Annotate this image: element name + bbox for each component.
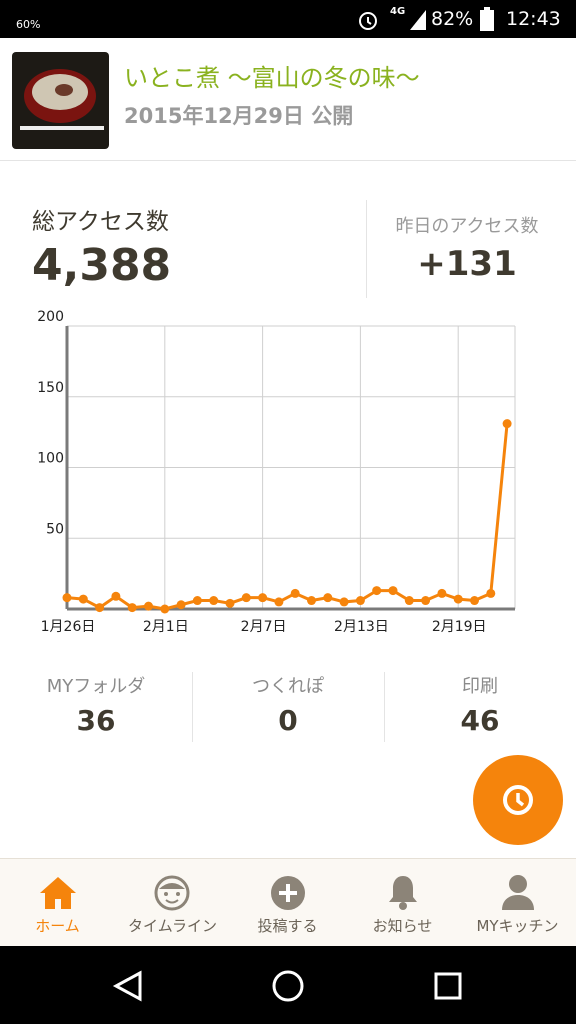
point [111,591,121,601]
tab-label: 投稿する [257,917,318,935]
divider [384,672,385,742]
point [192,596,202,606]
battery-saver: 60% [16,18,41,31]
point [323,593,333,603]
total-label: 総アクセス数 [32,209,169,235]
network: 4G [390,6,406,17]
x-tick-label: 1月26日 [41,619,96,635]
divider [0,160,576,161]
point [437,588,447,598]
alarm-icon [359,12,377,30]
point [421,596,431,606]
counter: MYフォルダ 36 [0,672,192,742]
line [66,423,509,611]
yesterday-label: 昨日のアクセス数 [395,216,539,237]
tab-label: お知らせ [372,917,433,935]
point [127,603,137,613]
system-nav-bar [0,946,576,1024]
point [355,596,365,606]
counter-label: 印刷 [462,676,498,697]
y-tick-label: 50 [46,521,64,537]
point [290,588,300,598]
tab-label: ホーム [35,917,80,935]
point [209,596,219,606]
timeline-icon [154,875,190,911]
battery-level: 82% [431,8,474,30]
tab[interactable]: お知らせ [345,859,460,947]
battery-icon [480,7,494,31]
point [144,601,153,611]
tab[interactable]: ホーム [0,859,115,947]
point [453,594,463,604]
tab[interactable]: 投稿する [230,859,345,947]
yesterday-value: +131 [417,244,517,284]
x-tick-label: 2月19日 [432,619,487,635]
status-bar: 60% 4G 82% 12:43 [0,0,576,38]
point [307,596,316,606]
y-tick-label: 200 [37,309,64,325]
access-chart: 50 100 150 200 1月26日 2月1日 2月7日 2月13日 2月19日 [37,309,516,635]
tab[interactable]: タイムライン [115,859,230,947]
counter-label: MYフォルダ [46,676,146,697]
post-icon [271,876,305,910]
tab[interactable]: MYキッチン [460,859,575,947]
x-tick-label: 2月13日 [334,619,389,635]
kitchen-icon [502,875,534,910]
point [388,586,398,596]
counter-label: つくれぽ [252,676,324,697]
system-nav-icons [112,970,462,1002]
counter-value: 0 [278,704,298,737]
counter-value: 46 [460,704,500,737]
point [176,600,186,610]
signal-icon [410,10,426,30]
publish-date: 2015年12月29日 公開 [124,104,354,128]
notice-icon [389,876,417,910]
divider [366,200,367,298]
tab-bar: ホーム タイムライン 投稿する お知らせ MYキッチン [0,858,576,947]
tab-label: タイムライン [128,917,217,935]
counter: つくれぽ 0 [192,672,384,742]
x-tick-label: 2月1日 [143,619,189,635]
divider [192,672,193,742]
point [225,598,235,608]
total-value: 4,388 [32,240,172,291]
x-tick-label: 2月7日 [241,619,287,635]
point [274,597,284,607]
point [404,596,414,606]
point [502,419,512,429]
point [241,593,251,603]
recipe-thumbnail [12,52,109,149]
tab-label: MYキッチン [476,917,559,935]
y-tick-label: 150 [37,380,64,396]
point [470,596,479,606]
point [160,604,170,614]
point [372,586,382,596]
point [62,593,72,603]
point [339,597,349,607]
point [78,594,88,604]
counter-value: 36 [76,704,116,737]
clock: 12:43 [506,8,561,30]
point [95,603,105,613]
y-tick-label: 100 [37,451,64,467]
history-button[interactable] [473,755,563,845]
counter: 印刷 46 [384,672,576,742]
recipe-title: いとこ煮 〜富山の冬の味〜 [124,64,420,92]
home-icon [40,877,76,909]
point [258,593,268,603]
point [486,588,496,598]
